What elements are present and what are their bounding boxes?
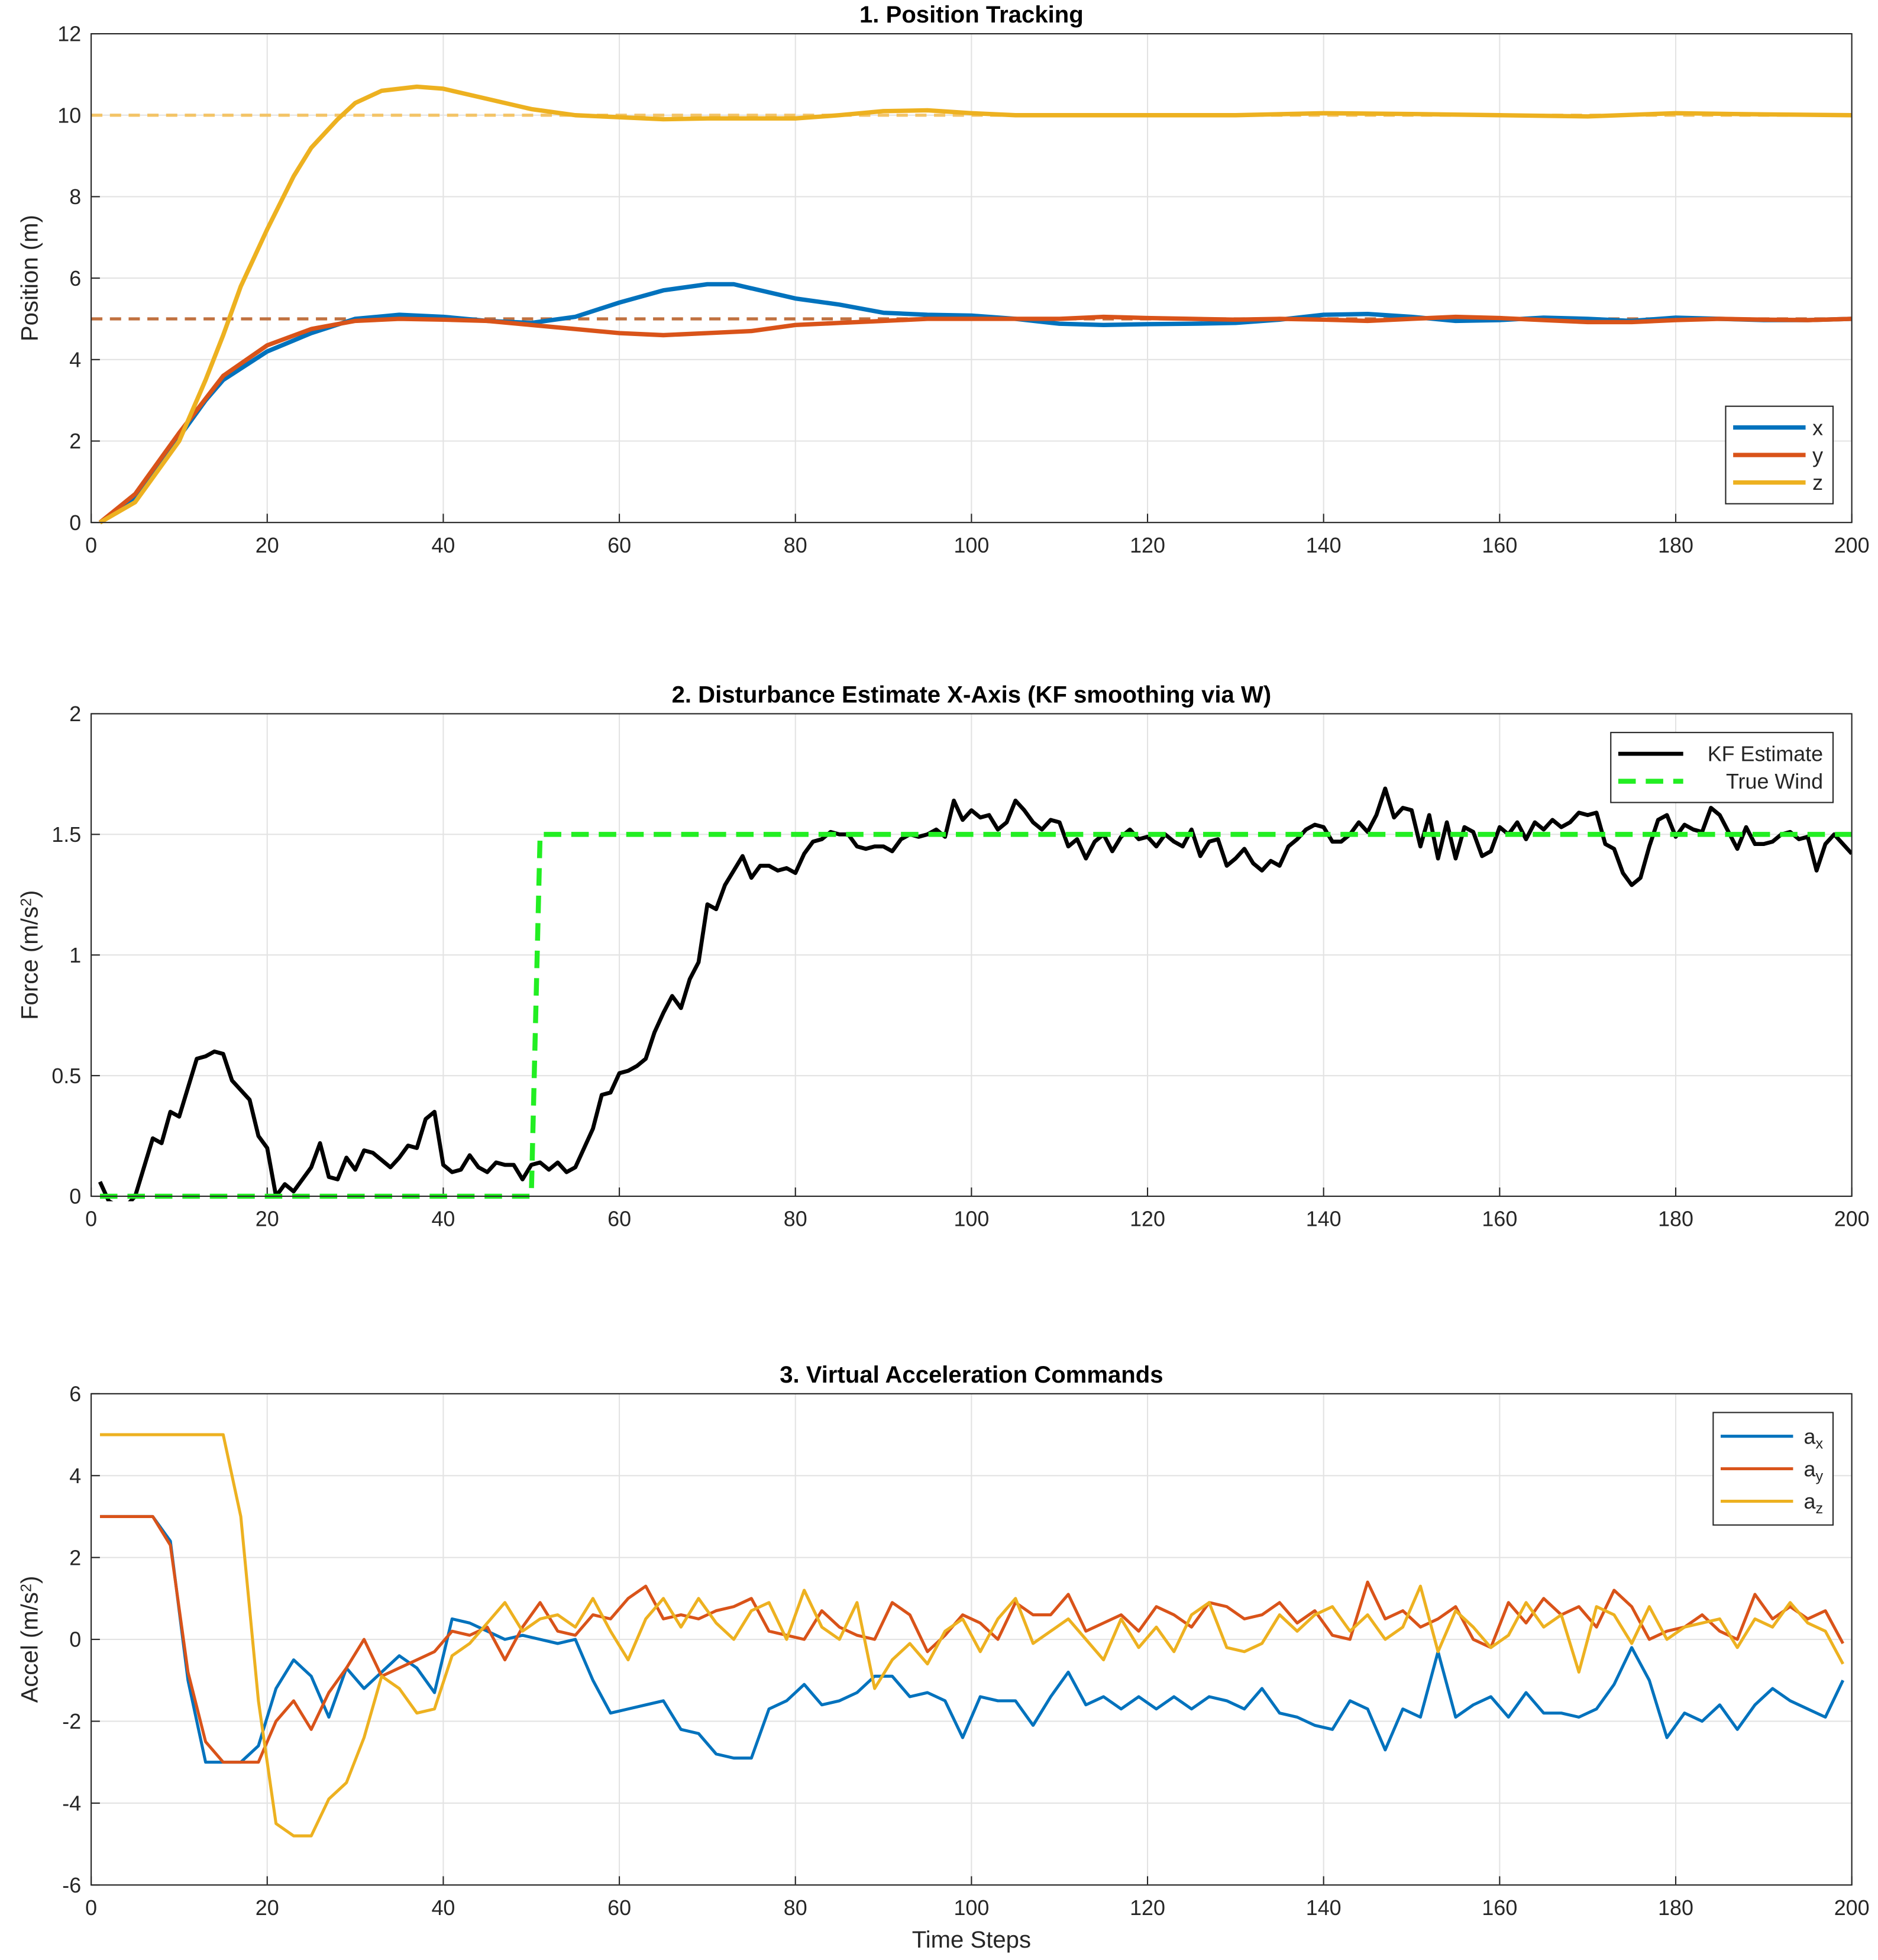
y-tick-label: -4 <box>62 1791 81 1815</box>
x-tick-label: 140 <box>1306 534 1342 557</box>
x-tick-label: 60 <box>607 534 631 557</box>
y-tick-label: 10 <box>57 104 81 127</box>
y-tick-label: 6 <box>69 1383 81 1406</box>
y-tick-label: 1.5 <box>51 823 81 847</box>
series-line <box>99 84 1852 525</box>
x-tick-label: 160 <box>1482 1207 1517 1231</box>
y-tick-label: -6 <box>62 1874 81 1897</box>
y-tick-label: 2 <box>69 1546 81 1570</box>
x-tick-label: 160 <box>1482 1896 1517 1920</box>
series-line <box>99 1515 1845 1764</box>
series-line <box>99 1433 1845 1838</box>
axes-box <box>90 33 1853 524</box>
x-tick-label: 180 <box>1658 1207 1693 1231</box>
x-tick-label: 140 <box>1306 1896 1342 1920</box>
series-line <box>99 1515 1845 1764</box>
y-tick-label: 12 <box>57 22 81 46</box>
y-tick-label: 0.5 <box>51 1064 81 1088</box>
x-tick-label: 40 <box>431 534 455 557</box>
x-tick-label: 20 <box>256 1207 279 1231</box>
y-axis-label: Accel (m/s2) <box>16 1576 43 1703</box>
legend-label: x <box>1812 416 1823 440</box>
y-tick-label: 4 <box>69 1464 81 1488</box>
y-tick-label: 2 <box>69 702 81 726</box>
legend-box <box>1610 732 1834 803</box>
x-tick-label: 140 <box>1306 1207 1342 1231</box>
chart-title: 3. Virtual Acceleration Commands <box>780 1361 1163 1388</box>
x-tick-label: 0 <box>85 1207 97 1231</box>
x-axis-label: Time Steps <box>912 1926 1031 1953</box>
x-tick-label: 180 <box>1658 534 1693 557</box>
y-tick-label: 4 <box>69 348 81 372</box>
x-tick-label: 200 <box>1834 534 1870 557</box>
y-axis-label: Position (m) <box>16 215 43 341</box>
legend-label: z <box>1812 471 1823 495</box>
x-tick-label: 80 <box>784 1207 807 1231</box>
x-tick-label: 120 <box>1130 1896 1165 1920</box>
x-tick-label: 80 <box>784 1896 807 1920</box>
x-tick-label: 200 <box>1834 1896 1870 1920</box>
series-line <box>99 832 1852 1199</box>
x-tick-label: 40 <box>431 1207 455 1231</box>
chart-title: 2. Disturbance Estimate X-Axis (KF smoot… <box>672 681 1272 708</box>
x-tick-label: 40 <box>431 1896 455 1920</box>
y-tick-label: 8 <box>69 185 81 209</box>
legend-label: ay <box>1803 1457 1823 1484</box>
legend-label: KF Estimate <box>1708 742 1823 766</box>
series-line <box>98 314 1852 525</box>
x-tick-label: 20 <box>256 1896 279 1920</box>
y-tick-label: 1 <box>69 944 81 967</box>
y-tick-label: 6 <box>69 267 81 290</box>
x-tick-label: 20 <box>256 534 279 557</box>
legend-label: az <box>1803 1490 1823 1517</box>
x-tick-label: 60 <box>607 1207 631 1231</box>
x-tick-label: 80 <box>784 534 807 557</box>
y-tick-label: 2 <box>69 430 81 453</box>
x-tick-label: 60 <box>607 1896 631 1920</box>
y-tick-label: 0 <box>69 1628 81 1652</box>
x-tick-label: 160 <box>1482 534 1517 557</box>
x-tick-label: 180 <box>1658 1896 1693 1920</box>
x-tick-label: 100 <box>953 1896 989 1920</box>
x-tick-label: 120 <box>1130 534 1165 557</box>
x-tick-label: 120 <box>1130 1207 1165 1231</box>
y-tick-label: -2 <box>62 1710 81 1733</box>
legend-label: ax <box>1803 1425 1823 1452</box>
x-tick-label: 100 <box>953 534 989 557</box>
x-tick-label: 200 <box>1834 1207 1870 1231</box>
axes-box <box>90 1393 1853 1886</box>
x-tick-label: 0 <box>85 1896 97 1920</box>
x-tick-label: 100 <box>953 1207 989 1231</box>
legend-label: y <box>1812 444 1823 467</box>
y-tick-label: 0 <box>69 1185 81 1209</box>
legend-label: True Wind <box>1726 770 1823 793</box>
y-axis-label: Force (m/s2) <box>16 890 43 1020</box>
axes-box <box>90 713 1853 1197</box>
chart-title: 1. Position Tracking <box>859 1 1084 28</box>
y-tick-label: 0 <box>69 511 81 535</box>
x-tick-label: 0 <box>85 534 97 557</box>
series-line <box>98 786 1852 1202</box>
